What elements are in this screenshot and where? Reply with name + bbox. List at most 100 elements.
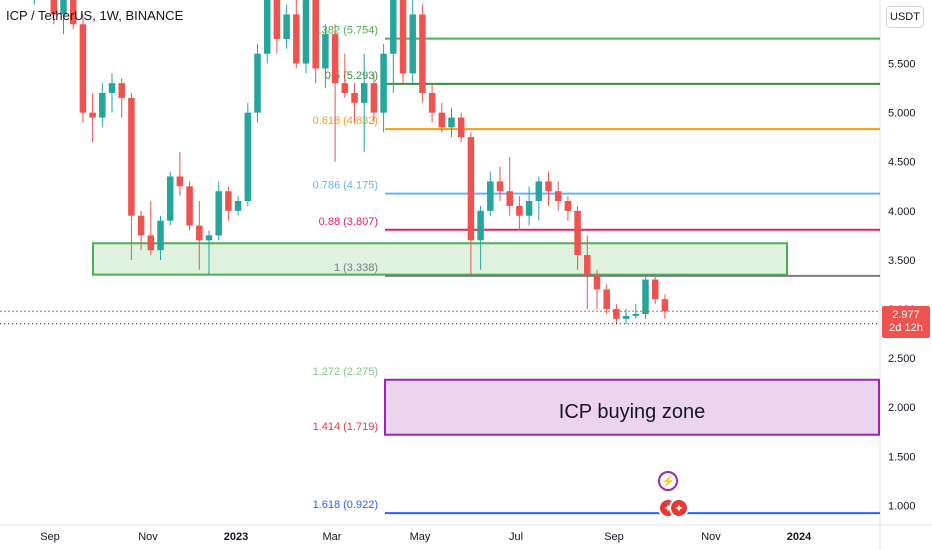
fib-label: 0.382 (5.754) — [313, 25, 378, 37]
candle-body — [283, 14, 290, 39]
candle-body — [467, 137, 475, 241]
candle-body — [118, 83, 125, 98]
bolt-icon[interactable]: ⚡ — [658, 471, 678, 491]
buying-zone — [384, 378, 880, 436]
x-tick-label: 2024 — [787, 531, 812, 543]
x-tick-label: Mar — [323, 531, 342, 543]
candle-body — [225, 191, 232, 211]
support-zone — [92, 242, 788, 276]
candle-body — [331, 34, 339, 84]
candle-body — [50, 0, 58, 15]
y-tick-label: 3.500 — [888, 255, 916, 267]
candle-body — [186, 186, 193, 226]
symbol-title[interactable]: ICP / TetherUS, 1W, BINANCE — [6, 8, 184, 23]
y-tick-label: 5.000 — [888, 108, 916, 120]
last-price-value: 2.977 — [892, 309, 920, 321]
x-tick-label: Sep — [604, 531, 624, 543]
candle-body — [380, 53, 387, 113]
candle-body — [390, 0, 397, 54]
y-tick-label: 1.500 — [888, 451, 916, 463]
candle-body — [293, 14, 300, 64]
buying-zone-label: ICP buying zone — [558, 400, 706, 423]
candle-body — [137, 215, 145, 236]
candle-body — [312, 0, 319, 69]
candle-body — [428, 93, 436, 113]
candle-body — [603, 289, 610, 310]
candle-body — [273, 0, 281, 39]
candle-body — [128, 97, 135, 216]
candle-body — [302, 0, 310, 64]
candle-body — [525, 201, 533, 216]
bar-countdown: 2d 12h — [889, 322, 923, 334]
x-tick-label: 2023 — [224, 531, 248, 543]
candle-body — [89, 112, 96, 118]
candle-body — [661, 299, 669, 312]
candle-body — [409, 14, 416, 74]
candle-body — [157, 220, 164, 251]
candle-body — [215, 191, 222, 236]
candle-body — [263, 0, 271, 54]
candle-body — [419, 14, 426, 94]
candle-body — [196, 225, 203, 241]
x-tick-label: Sep — [40, 531, 60, 543]
candle-body — [642, 279, 649, 314]
fib-label: 1 (3.338) — [334, 262, 378, 274]
currency-button[interactable]: USDT — [886, 6, 924, 28]
candle-body — [584, 255, 591, 275]
y-tick-label: 5.500 — [888, 59, 916, 71]
candle-body — [108, 83, 116, 94]
x-tick-label: May — [410, 531, 431, 543]
fib-label: 0.786 (4.175) — [313, 180, 378, 192]
candle-body — [205, 235, 213, 241]
x-tick-label: Nov — [138, 531, 158, 543]
fib-label: 1.272 (2.275) — [313, 366, 378, 378]
candle-body — [351, 93, 358, 103]
fib-label: 1.414 (1.719) — [313, 421, 378, 433]
candle-body — [448, 117, 455, 128]
candle-body — [254, 53, 261, 113]
candle-body — [399, 0, 407, 74]
candle-body — [477, 210, 484, 241]
candle-body — [545, 181, 552, 192]
candle-body — [535, 181, 543, 202]
candle-body — [69, 0, 77, 25]
candle-body — [554, 191, 562, 202]
candle-body — [360, 83, 368, 103]
candle-body — [651, 279, 659, 300]
candle-body — [60, 0, 67, 15]
candle-body — [438, 112, 446, 128]
candle-body — [613, 309, 620, 319]
candle-body — [632, 313, 640, 316]
candle-body — [147, 235, 155, 251]
y-tick-label: 2.500 — [888, 353, 916, 365]
y-tick-label: 4.000 — [888, 206, 916, 218]
candle-body — [176, 176, 184, 187]
fib-label: 0.88 (3.807) — [319, 216, 378, 228]
x-tick-label: Jul — [509, 531, 523, 543]
candle-body — [244, 112, 252, 202]
candle-body — [574, 210, 581, 256]
candle-body — [341, 83, 349, 94]
candle-body — [516, 205, 523, 216]
candle-body — [99, 93, 106, 118]
candle-body — [622, 315, 630, 319]
candle-body — [79, 24, 87, 113]
fib-label: 1.618 (0.922) — [313, 499, 378, 511]
candle-body — [564, 201, 572, 211]
candle-body — [322, 34, 329, 69]
last-price-tag: 2.977 2d 12h — [882, 306, 930, 338]
us-flag-icon[interactable]: ✦ — [669, 498, 689, 518]
y-tick-label: 4.500 — [888, 157, 916, 169]
candle-body — [370, 83, 378, 113]
candle-body — [506, 191, 513, 206]
candle-body — [487, 181, 494, 211]
x-tick-label: Nov — [701, 531, 721, 543]
y-tick-label: 1.000 — [888, 500, 916, 512]
candle-body — [496, 181, 504, 192]
candle-body — [166, 176, 174, 221]
candle-body — [457, 117, 465, 138]
y-tick-label: 2.000 — [888, 402, 916, 414]
fib-label: 0.618 (4.832) — [313, 115, 378, 127]
candle-body — [593, 274, 601, 290]
